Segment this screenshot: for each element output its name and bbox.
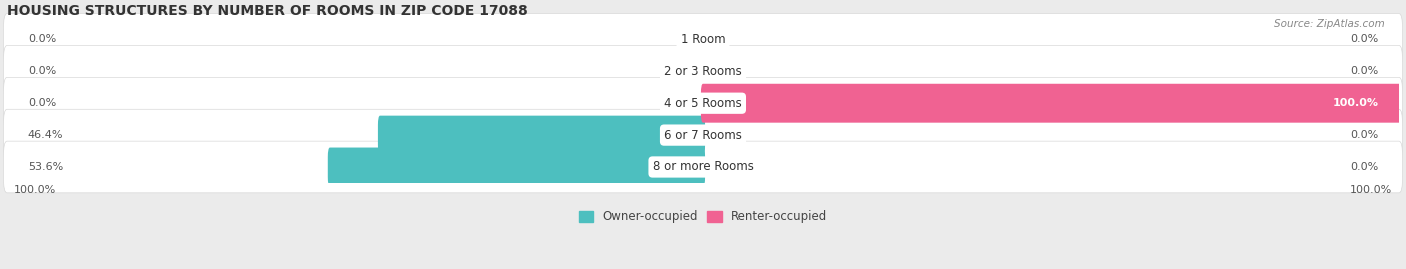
Text: Source: ZipAtlas.com: Source: ZipAtlas.com (1274, 19, 1385, 29)
FancyBboxPatch shape (3, 14, 1403, 65)
Legend: Owner-occupied, Renter-occupied: Owner-occupied, Renter-occupied (574, 206, 832, 228)
Text: 0.0%: 0.0% (1350, 34, 1378, 44)
Text: 8 or more Rooms: 8 or more Rooms (652, 161, 754, 174)
FancyBboxPatch shape (3, 45, 1403, 97)
Text: 100.0%: 100.0% (1333, 98, 1378, 108)
Text: 2 or 3 Rooms: 2 or 3 Rooms (664, 65, 742, 78)
Text: 0.0%: 0.0% (1350, 162, 1378, 172)
Text: 0.0%: 0.0% (28, 34, 56, 44)
Text: 100.0%: 100.0% (14, 185, 56, 194)
Text: 46.4%: 46.4% (28, 130, 63, 140)
Text: 6 or 7 Rooms: 6 or 7 Rooms (664, 129, 742, 141)
FancyBboxPatch shape (378, 116, 704, 155)
Text: 1 Room: 1 Room (681, 33, 725, 46)
Text: 0.0%: 0.0% (1350, 130, 1378, 140)
Text: 0.0%: 0.0% (28, 98, 56, 108)
FancyBboxPatch shape (3, 109, 1403, 161)
Text: 53.6%: 53.6% (28, 162, 63, 172)
Text: 100.0%: 100.0% (1350, 185, 1392, 194)
Text: 0.0%: 0.0% (28, 66, 56, 76)
Text: 4 or 5 Rooms: 4 or 5 Rooms (664, 97, 742, 110)
Text: HOUSING STRUCTURES BY NUMBER OF ROOMS IN ZIP CODE 17088: HOUSING STRUCTURES BY NUMBER OF ROOMS IN… (7, 4, 527, 18)
Text: 0.0%: 0.0% (1350, 66, 1378, 76)
FancyBboxPatch shape (328, 147, 704, 186)
FancyBboxPatch shape (3, 77, 1403, 129)
FancyBboxPatch shape (3, 141, 1403, 193)
FancyBboxPatch shape (702, 84, 1402, 123)
